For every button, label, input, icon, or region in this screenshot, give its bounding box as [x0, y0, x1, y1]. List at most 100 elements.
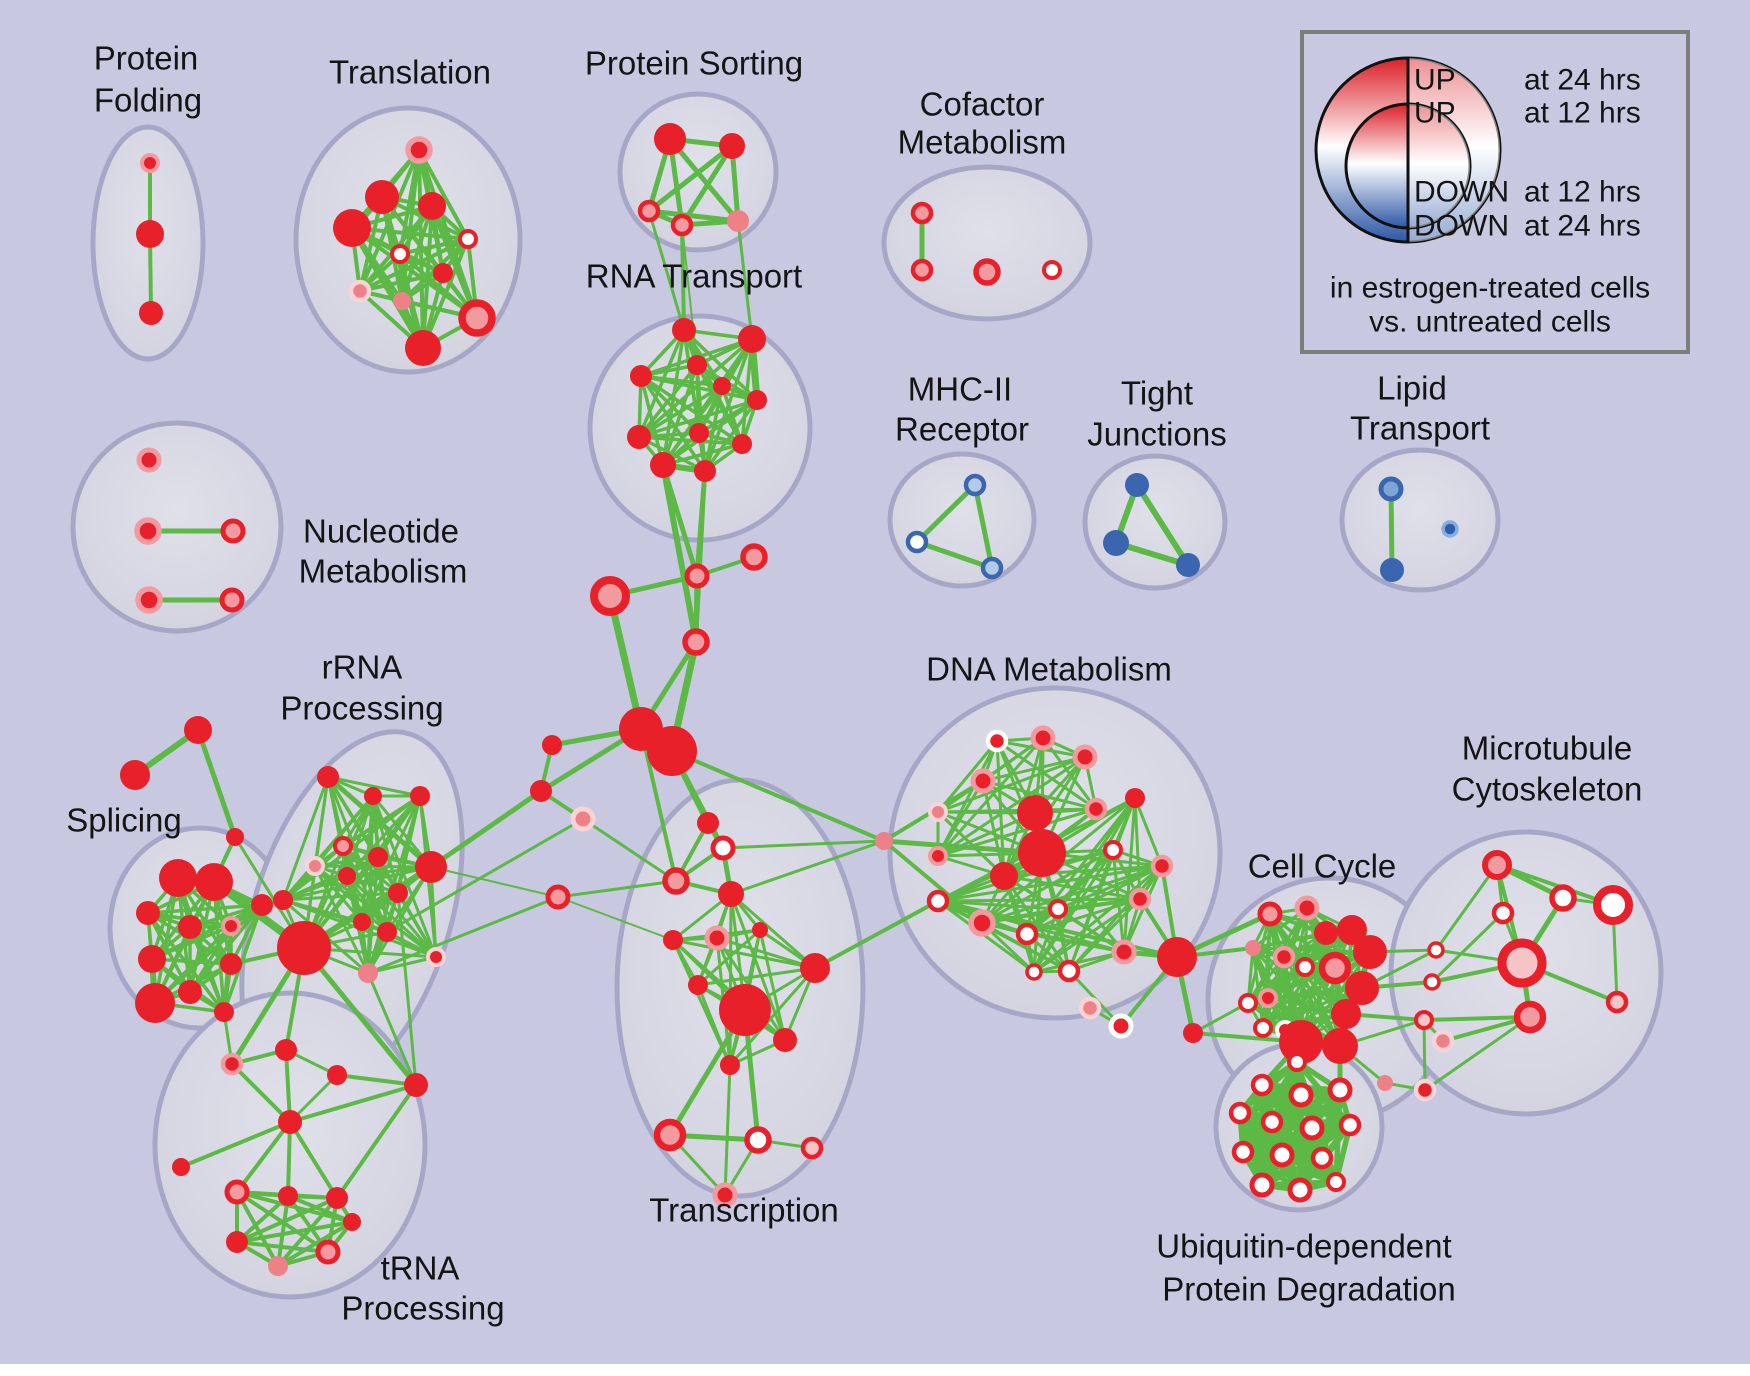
edge-line [667, 136, 741, 224]
node-cc1 [1257, 901, 1283, 927]
edge-line [235, 1194, 290, 1244]
node-cc0 [1157, 937, 1197, 977]
node-cc6 [1318, 951, 1352, 985]
node-tr4 [718, 881, 744, 907]
legend-row-time-2: at 12 hrs [1524, 97, 1641, 130]
edge-line [1067, 848, 1115, 973]
node-mt1 [1482, 850, 1512, 880]
node-tj1 [1125, 473, 1149, 497]
edge-line [639, 727, 678, 883]
legend-row-label-2: UP [1414, 97, 1456, 130]
node-dn15 [926, 889, 950, 913]
edge-line [980, 848, 1115, 925]
node-cc3 [1314, 921, 1338, 945]
node-layer [120, 123, 1633, 1276]
edge-line [882, 839, 984, 925]
edge-line [660, 462, 699, 645]
node-sp6 [138, 945, 166, 973]
cluster-ellipse-lipid-transport [1339, 447, 1501, 593]
node-ps5 [727, 210, 749, 232]
node-t11 [405, 330, 441, 366]
cluster-label-protein-sorting-line1: Protein Sorting [585, 45, 803, 82]
node-ub12 [1287, 1177, 1313, 1203]
node-mt4 [1593, 885, 1633, 925]
node-mx2 [1423, 973, 1441, 991]
node-rr7 [368, 847, 388, 867]
edge-line [1283, 965, 1307, 1032]
edge-line [235, 1196, 339, 1244]
node-tn9 [226, 1231, 248, 1253]
edge-line [235, 1240, 330, 1254]
node-tn5 [172, 1158, 190, 1176]
node-pf1 [140, 153, 160, 173]
edge-line [345, 794, 422, 878]
node-bb6 [530, 780, 552, 802]
node-cf1 [910, 201, 934, 225]
node-tr8 [800, 953, 830, 983]
node-tn6 [224, 1179, 250, 1205]
edge-line [980, 921, 1071, 973]
edge-line [1032, 796, 1137, 974]
node-cc7 [1345, 971, 1379, 1005]
node-pf2 [136, 220, 164, 248]
node-cc18 [1183, 1023, 1203, 1043]
node-mt10 [1377, 1075, 1393, 1091]
node-dn11 [1084, 797, 1108, 821]
node-rr3 [410, 786, 430, 806]
edge-line [639, 374, 701, 435]
node-ub3 [1327, 1077, 1353, 1103]
edge-line [881, 838, 1045, 856]
node-rt6 [747, 390, 767, 410]
edge-line [1269, 1119, 1339, 1185]
cluster-label-trna-processing-line2: Processing [341, 1290, 504, 1327]
edge-line [936, 810, 1006, 878]
node-mt3 [1491, 901, 1515, 925]
node-rr11 [353, 913, 371, 931]
edge-line [288, 1083, 418, 1124]
edge-line [281, 865, 433, 902]
node-tr14 [744, 1126, 772, 1154]
edge-line [286, 1194, 354, 1224]
node-sp2 [195, 863, 233, 901]
node-tr9 [688, 975, 708, 995]
legend-box [1300, 30, 1690, 354]
node-t3 [418, 192, 446, 220]
legend-row-time-4: at 24 hrs [1524, 210, 1641, 243]
node-ub6 [1299, 1115, 1325, 1141]
node-rr9 [415, 851, 447, 883]
edge-line [276, 1196, 339, 1268]
node-tn11 [315, 1239, 341, 1265]
node-tr13 [653, 1118, 687, 1152]
node-rr13 [277, 921, 331, 975]
edge-line [430, 866, 559, 898]
node-ub10 [1310, 1146, 1334, 1170]
edge-line [637, 328, 686, 439]
cluster-label-protein-folding-line1: Protein [94, 40, 199, 77]
node-cf3 [973, 258, 1001, 286]
edge-line [758, 928, 787, 1042]
node-mh1 [963, 473, 987, 497]
node-ps3 [637, 199, 661, 223]
node-ub8 [1231, 1140, 1255, 1164]
edge-line [188, 903, 264, 994]
node-mh2 [905, 530, 929, 554]
node-mh3 [980, 556, 1004, 580]
node-dn22 [1025, 963, 1043, 981]
node-rt9 [732, 434, 752, 454]
edge-line [703, 398, 759, 473]
edge-line [981, 779, 1098, 811]
node-tr2 [710, 835, 736, 861]
node-cc13 [1258, 988, 1278, 1008]
node-tr5 [663, 930, 683, 950]
edge-line [1032, 950, 1126, 974]
node-dn12 [1125, 788, 1145, 808]
edge-line [661, 398, 759, 467]
node-ub11 [1249, 1172, 1275, 1198]
edge-line [335, 1083, 418, 1200]
node-dn6 [875, 832, 893, 850]
node-rr2 [364, 787, 382, 805]
node-tj2 [1103, 530, 1129, 556]
node-dn2 [1030, 725, 1056, 751]
node-tr6 [704, 925, 730, 951]
legend-footer-line-2: vs. untreated cells [1369, 306, 1611, 339]
